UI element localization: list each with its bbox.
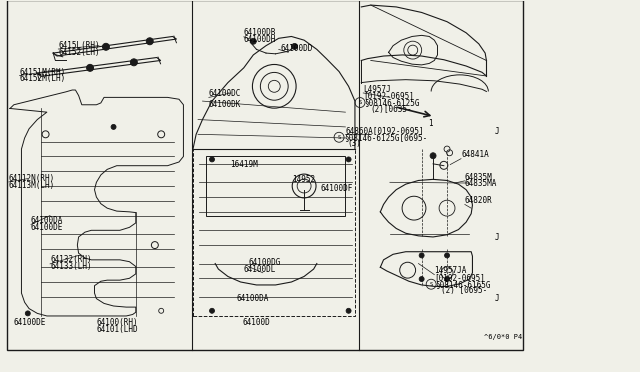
Text: 64100DA: 64100DA [31, 216, 63, 225]
Text: 14957JA: 14957JA [435, 266, 467, 275]
Circle shape [86, 64, 93, 71]
Text: §08146-6125G[0695-: §08146-6125G[0695- [344, 133, 428, 142]
Text: 64100D: 64100D [243, 318, 270, 327]
Text: 64100DD: 64100DD [280, 44, 313, 53]
Circle shape [102, 43, 109, 50]
Text: (3): (3) [348, 140, 361, 148]
Text: 64112N(RH): 64112N(RH) [9, 174, 55, 183]
Text: 64841A: 64841A [461, 151, 489, 160]
Text: 64100DC: 64100DC [209, 89, 241, 98]
Text: 64101(LHD: 64101(LHD [97, 325, 138, 334]
Text: 64835M: 64835M [465, 173, 493, 182]
Text: 64100(RH): 64100(RH) [97, 318, 138, 327]
Text: 64100DG: 64100DG [248, 258, 280, 267]
Circle shape [430, 153, 436, 159]
Circle shape [26, 311, 30, 316]
Text: 64100DE: 64100DE [14, 318, 46, 327]
Text: 64100DA: 64100DA [236, 295, 269, 304]
Text: S: S [337, 135, 340, 140]
Text: §08146-6125G: §08146-6125G [364, 98, 419, 107]
Text: 6415lM(RH): 6415lM(RH) [20, 68, 66, 77]
Circle shape [111, 125, 116, 129]
Text: §08146-6165G: §08146-6165G [435, 280, 490, 289]
Text: 64835MA: 64835MA [465, 179, 497, 188]
Text: (2) [0695-: (2) [0695- [442, 286, 488, 295]
Text: S: S [429, 282, 433, 287]
Text: 64132(RH): 64132(RH) [50, 255, 92, 264]
Text: 64860A[0192-0695]: 64860A[0192-0695] [346, 126, 424, 135]
Text: J: J [495, 127, 499, 136]
Circle shape [346, 308, 351, 313]
Text: L4957J: L4957J [363, 85, 391, 94]
Text: 1: 1 [428, 119, 433, 128]
Text: S: S [358, 100, 362, 105]
Text: 64152M(LH): 64152M(LH) [20, 74, 66, 83]
Text: 64820R: 64820R [465, 196, 493, 205]
Circle shape [445, 253, 449, 258]
Text: 64100DK: 64100DK [209, 100, 241, 109]
Text: [0192-0695]: [0192-0695] [435, 273, 485, 282]
Circle shape [292, 44, 298, 49]
Text: 64100DH: 64100DH [244, 35, 276, 44]
Text: 16419M: 16419M [230, 160, 257, 169]
Circle shape [209, 308, 214, 313]
Circle shape [209, 157, 214, 162]
Text: J: J [495, 233, 499, 242]
Text: J: J [495, 295, 499, 304]
Text: 14952: 14952 [292, 175, 315, 184]
Circle shape [131, 59, 138, 66]
Text: ^6/0*0 P4: ^6/0*0 P4 [484, 334, 522, 340]
Text: 64100DL: 64100DL [244, 265, 276, 274]
Circle shape [147, 38, 153, 45]
Text: 64152(LH): 64152(LH) [58, 48, 100, 57]
Circle shape [346, 157, 351, 162]
Circle shape [419, 276, 424, 282]
Text: 64100DE: 64100DE [31, 223, 63, 232]
Text: [0192-0695]: [0192-0695] [363, 92, 414, 100]
Circle shape [445, 276, 449, 282]
Text: 64133(LH): 64133(LH) [50, 262, 92, 271]
Circle shape [419, 253, 424, 258]
Text: 6415L(RH): 6415L(RH) [58, 41, 100, 50]
Text: (2)[0635-: (2)[0635- [371, 105, 412, 114]
Text: 64113M(LH): 64113M(LH) [9, 181, 55, 190]
Bar [8, 0, 524, 350]
Circle shape [250, 38, 256, 44]
Text: 64100DF: 64100DF [320, 185, 353, 193]
Text: 64100DB: 64100DB [244, 28, 276, 37]
